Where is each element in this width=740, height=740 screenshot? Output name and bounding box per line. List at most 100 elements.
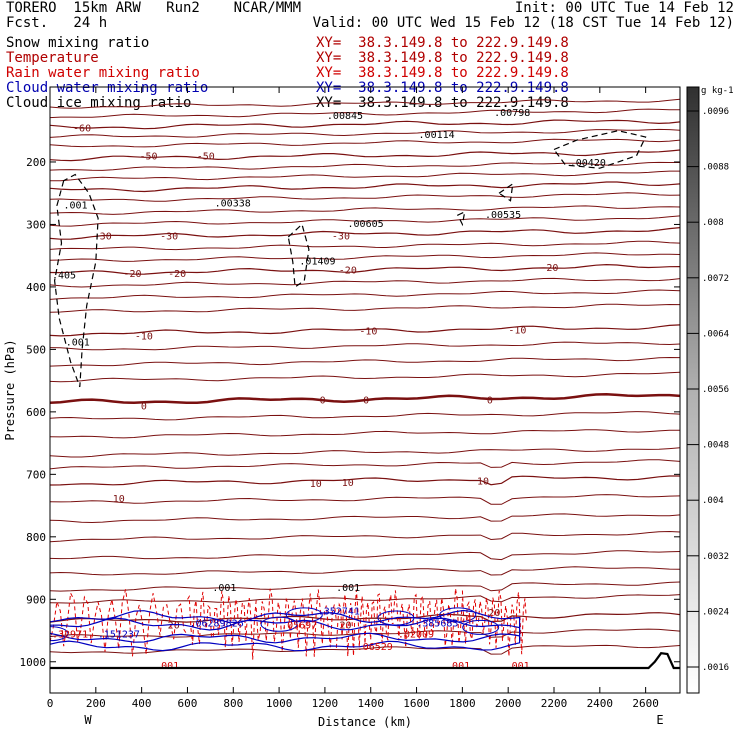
rain-water-contour [461,590,527,657]
x-end-label-east: E [656,713,663,727]
cloud-water-cell [50,626,69,642]
cloud-water-cell [260,616,298,632]
cloud-water-cell [462,619,500,635]
temperature-isotherm-labeled [50,181,680,193]
colorbar-tick-label: .0024 [702,607,729,617]
cloud-water-contour [50,609,521,652]
temperature-isotherm [50,594,680,604]
temperature-isotherm [50,447,680,458]
isotherm-label: -60 [73,124,91,135]
temperature-isotherm [50,459,680,470]
extremum-label: .00535 [485,210,521,221]
temperature-isotherm [50,356,680,367]
temperature-isotherm [50,161,680,171]
snow-ice-contour [497,182,514,202]
temperature-isotherm [50,429,680,439]
temperature-isotherm-labeled [50,324,680,337]
isotherm-label: 0 [363,395,369,406]
temperature-isotherm [50,277,680,288]
extremum-label: .02009 [398,630,434,641]
plot-clip-group: -60 -50 -50 -30 -30 -30 -20 -20 -20 -20 -10 -10 -10 0… [50,98,680,672]
isotherm-label: 0 [320,395,326,406]
extremum-label: .001 [506,661,530,672]
rain-water-contour [187,590,257,660]
colorbar-units: g kg-1 [701,86,734,96]
x-tick-label: 1600 [403,697,430,710]
temperature-isotherm-labeled [50,475,680,486]
isotherm-label: 20 [168,620,180,631]
extremum-label: .32971 [52,630,88,641]
temperature-isotherm [50,411,680,421]
temperature-isotherm [50,252,680,262]
field-xy-cloud-ice: XY= 38.3.149.8 to 222.9.149.8 [316,95,569,111]
extremum-label: .352741 [318,607,360,618]
colorbar-scale [686,86,700,694]
temperature-isotherm [50,513,680,524]
x-tick-label: 1800 [449,697,476,710]
isotherm-label: -30 [332,232,350,243]
extremum-label: .001 [212,583,236,594]
temperature-isotherm-labeled [50,612,680,623]
temperature-isotherm [50,138,680,148]
field-name-cloud-ice: Cloud ice mixing ratio [6,95,192,111]
isotherm-label: 0 [141,402,147,413]
extremum-label: .05697 [281,620,317,631]
extremum-label: .001 [66,337,90,348]
isotherm-label: 10 [310,479,322,490]
isotherm-label: 10 [113,494,125,505]
y-axis-title: Pressure (hPa) [3,339,17,440]
x-tick-label: 1000 [266,697,293,710]
isotherm-label: 20 [340,620,352,631]
y-tick-label: 300 [26,218,46,231]
axes: 0 200 400 600 800 1000 1200 1400 1600 1800 2000 220… [3,86,681,729]
extremum-label: .001 [336,583,360,594]
x-tick-label: 1200 [312,697,339,710]
isotherm-label: -20 [123,269,141,280]
extremum-label: .4 [460,614,472,625]
temperature-isotherm [50,98,680,109]
temperature-isotherm-labeled [50,149,680,162]
x-axis-title: Distance (km) [318,715,412,729]
cloud-water-cell [377,610,415,626]
isotherm-label: 10 [342,478,354,489]
field-xy-cloud-water: XY= 38.3.149.8 to 222.9.149.8 [316,80,569,96]
temperature-isotherm [50,644,680,655]
y-tick-label: 800 [26,531,46,544]
extremum-label: .06529 [357,642,393,653]
x-tick-label: 2200 [541,697,568,710]
temperature-isotherm-labeled [50,227,680,240]
field-name-snow: Snow mixing ratio [6,35,150,51]
extremum-label: .01409 [299,257,335,268]
temperature-isotherm [50,215,680,227]
x-tick-label: 200 [86,697,106,710]
isotherm-label: -10 [359,327,377,338]
cloud-water-cell [285,607,323,623]
temperature-isotherm [50,205,680,215]
temperature-isotherm [50,581,680,592]
temperature-isotherm [50,371,680,383]
temperature-isotherm [50,550,680,561]
x-tick-label: 600 [178,697,198,710]
cloud-water-contour [50,617,521,644]
snow-ice-contour [553,130,647,169]
field-xy-temperature: XY= 38.3.149.8 to 222.9.149.8 [316,50,569,66]
temperature-isotherm [50,289,680,300]
extremum-label: .405 [52,270,76,281]
temperature-isotherm [50,240,680,251]
isotherm-label: -50 [139,152,157,163]
extremum-label: .00338 [215,199,251,210]
forecast-hour: Fcst. 24 h [6,15,108,31]
field-xy-rain: XY= 38.3.149.8 to 222.9.149.8 [316,65,569,81]
extremum-label: .00420 [570,158,606,169]
colorbar-tick-label: .0088 [702,163,729,173]
extremum-label: .151237 [98,630,140,641]
extremum-label: .00605 [348,219,384,230]
y-tick-label: 200 [26,156,46,169]
isotherm-label: -20 [339,265,357,276]
temperature-isotherm [50,108,680,119]
colorbar-tick-label: .0032 [702,552,729,562]
snow-ice-contour [456,210,466,227]
field-name-temperature: Temperature [6,50,99,66]
y-tick-label: 500 [26,343,46,356]
